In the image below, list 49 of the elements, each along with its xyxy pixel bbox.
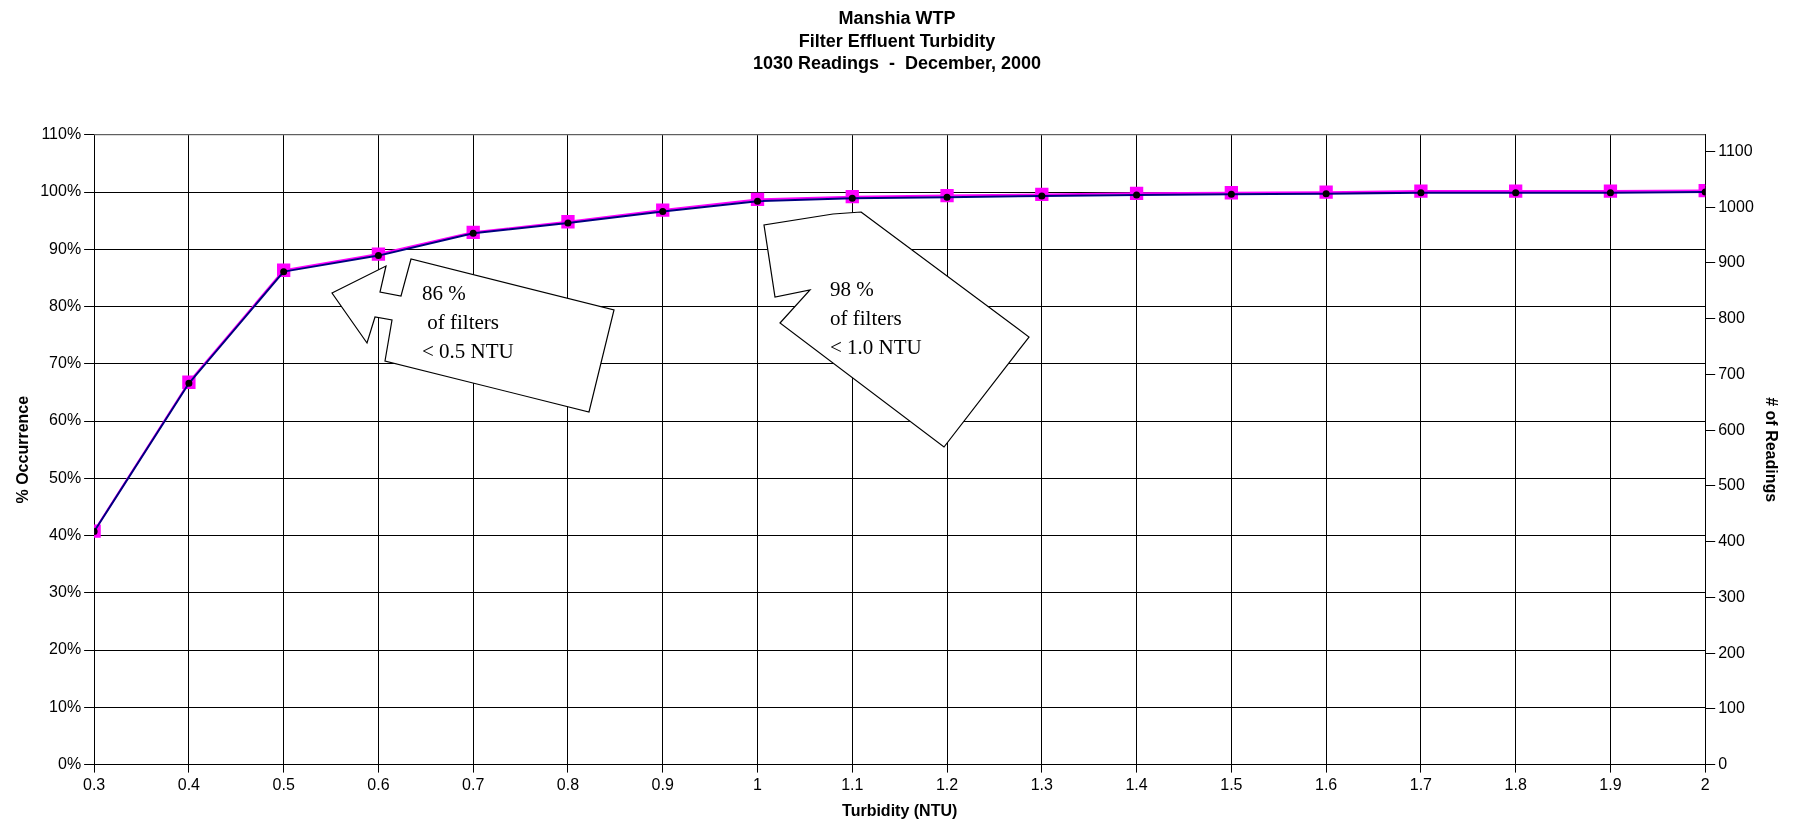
x-tick-label: 2 xyxy=(1700,775,1710,793)
x-tick-label: 1.8 xyxy=(1504,775,1527,793)
y-tick-label: 60% xyxy=(49,411,82,429)
y-tick-label: 80% xyxy=(49,296,82,314)
x-tick-label: 0.4 xyxy=(177,775,201,793)
y2-tick-label: 100 xyxy=(1718,699,1745,717)
x-tick-label: 1.2 xyxy=(935,775,959,793)
y2-tick-label: 700 xyxy=(1718,364,1745,382)
y-axis-title: % Occurrence xyxy=(14,395,32,504)
y2-tick-label: 800 xyxy=(1718,309,1745,327)
y2-tick-label: 500 xyxy=(1718,476,1745,494)
y2-tick-label: 0 xyxy=(1718,755,1728,773)
annotation: 86 % of filters < 0.5 NTU xyxy=(422,281,514,363)
y2-tick-label: 300 xyxy=(1718,587,1745,605)
x-tick-label: 0.8 xyxy=(556,775,580,793)
y-tick-label: 70% xyxy=(49,354,82,372)
x-axis-title: Turbidity (NTU) xyxy=(842,801,958,819)
x-tick-label: 1 xyxy=(753,775,763,793)
y-tick-label: 50% xyxy=(49,468,82,486)
y2-tick-label: 900 xyxy=(1718,253,1745,271)
y-tick-label: 40% xyxy=(49,525,82,543)
y-tick-label: 20% xyxy=(49,640,82,658)
x-tick-label: 0.7 xyxy=(462,775,485,793)
y2-tick-label: 200 xyxy=(1718,643,1745,661)
y-tick-label: 90% xyxy=(49,239,82,257)
y-tick-label: 110% xyxy=(41,125,82,143)
x-tick-label: 1.7 xyxy=(1409,775,1433,793)
x-tick-label: 1.5 xyxy=(1220,775,1243,793)
y-tick-label: 30% xyxy=(49,583,82,601)
y2-axis-title: # of Readings xyxy=(1762,397,1780,503)
x-tick-label: 0.6 xyxy=(367,775,390,793)
y-tick-label: 100% xyxy=(40,182,82,200)
y-tick-label: 0% xyxy=(58,755,82,773)
x-tick-label: 0.9 xyxy=(651,775,674,793)
y2-tick-label: 400 xyxy=(1718,532,1745,550)
chart-subtitle: Filter Effluent Turbidity 1030 Readings - December, 2000 xyxy=(752,31,1042,73)
y2-tick-label: 1000 xyxy=(1718,197,1754,215)
y-tick-label: 10% xyxy=(49,697,82,715)
x-tick-label: 1.3 xyxy=(1030,775,1054,793)
x-tick-label: 1.9 xyxy=(1599,775,1622,793)
x-tick-label: 0.5 xyxy=(272,775,295,793)
x-tick-label: 1.1 xyxy=(841,775,864,793)
annotation: 98 % of filters < 1.0 NTU xyxy=(830,277,922,359)
chart-title: Manshia WTP xyxy=(838,7,956,28)
y2-tick-label: 1100 xyxy=(1718,141,1753,159)
y2-tick-label: 600 xyxy=(1718,420,1745,438)
x-tick-label: 0.3 xyxy=(83,775,106,793)
x-tick-label: 1.4 xyxy=(1125,775,1148,793)
x-tick-label: 1.6 xyxy=(1315,775,1338,793)
